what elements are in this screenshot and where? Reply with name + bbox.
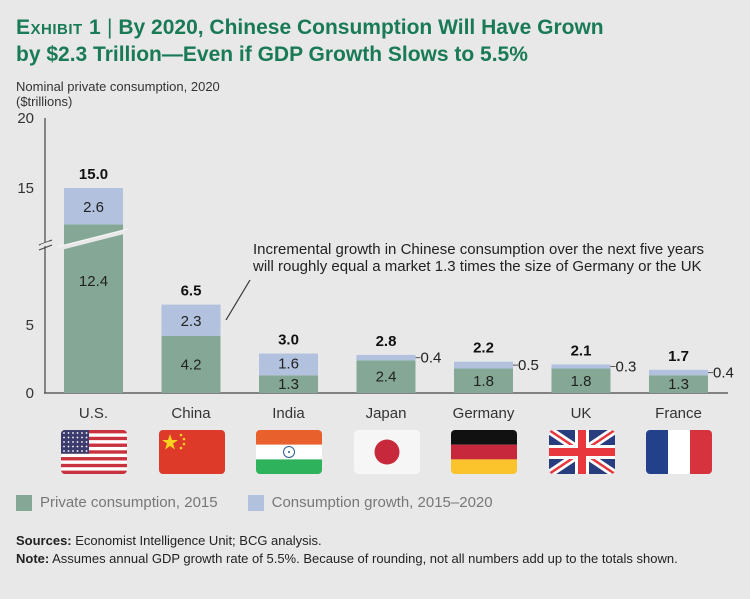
annotation-line-2: will roughly equal a market 1.3 times th…: [253, 258, 702, 275]
legend-swatch-growth: [247, 494, 264, 511]
bar-growth-uk: [551, 364, 611, 369]
title-line-1: By 2020, Chinese Consumption Will Have G…: [118, 16, 604, 39]
chart-footnotes: Sources: Economist Intelligence Unit; BC…: [16, 532, 736, 568]
y-tick-label: 20: [17, 110, 34, 127]
bar-base-japan: [356, 360, 416, 393]
y-tick-label: 15: [17, 180, 34, 197]
legend-item-growth: Consumption growth, 2015–2020: [247, 494, 493, 511]
bar-base-china: [161, 335, 221, 393]
title-line-2: by $2.3 Trillion—Even if GDP Growth Slow…: [16, 43, 528, 66]
sources-label: Sources:: [16, 533, 72, 548]
data-label-growth: 0.4: [713, 365, 734, 382]
bar-break-gap: [57, 229, 128, 251]
data-label-total: 1.7: [668, 348, 689, 365]
x-tick-label: Japan: [366, 405, 407, 422]
data-label-growth: 0.3: [616, 358, 637, 375]
x-tick-label: China: [171, 405, 211, 422]
india-flag-icon: [256, 430, 322, 474]
bar-growth-germany: [454, 361, 513, 369]
bar-base-us: [64, 224, 123, 393]
data-label-total: 15.0: [79, 166, 108, 183]
y-tick-label: 5: [26, 317, 34, 334]
legend-label-growth: Consumption growth, 2015–2020: [271, 494, 493, 511]
annotation-line-1: Incremental growth in Chinese consumptio…: [253, 241, 705, 258]
data-label-growth: 1.6: [278, 355, 299, 372]
france-flag-icon: [646, 430, 712, 474]
japan-flag-icon: [353, 430, 420, 474]
y-tick-label: 0: [26, 385, 34, 402]
data-label-growth: 2.6: [83, 199, 104, 216]
data-label-base: 1.3: [668, 376, 689, 393]
bar-growth-france: [649, 369, 708, 376]
bar-growth-india: [259, 353, 318, 376]
legend-swatch-base: [16, 494, 32, 511]
data-label-base: 2.4: [376, 369, 397, 386]
bar-growth-us: [64, 188, 123, 225]
us-flag-icon: [61, 430, 127, 474]
legend-item-base: Private consumption, 2015: [16, 494, 218, 511]
china-annotation: Incremental growth in Chinese consumptio…: [253, 241, 704, 275]
x-tick-label: U.S.: [79, 405, 108, 422]
data-label-total: 3.0: [278, 332, 299, 349]
data-label-total: 2.8: [376, 333, 397, 350]
data-label-base: 1.8: [571, 373, 592, 390]
annotation-leader-line: [225, 279, 251, 321]
exhibit-label: Exhibit 1: [16, 16, 102, 39]
germany-flag-icon: [451, 430, 517, 474]
uk-flag-icon: [548, 430, 615, 474]
data-label-growth: 0.4: [421, 350, 442, 367]
y-axis-break-mark: [38, 239, 53, 246]
x-tick-label: UK: [571, 405, 592, 422]
data-label-total: 2.2: [473, 340, 494, 357]
subtitle-line-2: ($trillions): [16, 94, 73, 109]
note-text: Assumes annual GDP growth rate of 5.5%. …: [49, 551, 678, 566]
china-flag-icon: [158, 430, 225, 474]
rounding-note: Note: Assumes annual GDP growth rate of …: [16, 550, 736, 568]
data-label-base: 1.8: [473, 373, 494, 390]
bar-base-india: [259, 375, 318, 393]
title-separator: |: [107, 16, 113, 39]
legend-label-base: Private consumption, 2015: [40, 494, 218, 511]
bar-base-germany: [454, 368, 513, 393]
data-label-growth: 2.3: [181, 313, 202, 330]
y-axis-break-gap: [40, 241, 51, 248]
note-label: Note:: [16, 551, 50, 566]
bar-growth-china: [161, 304, 221, 336]
data-label-total: 6.5: [181, 283, 202, 300]
bar-base-france: [649, 375, 708, 393]
chart-legend: Private consumption, 2015 Consumption gr…: [16, 494, 523, 511]
x-tick-label: France: [655, 405, 702, 422]
data-label-base: 12.4: [79, 273, 108, 290]
exhibit-title: Exhibit 1 | By 2020, Chinese Consumption…: [16, 14, 604, 68]
data-label-total: 2.1: [571, 342, 592, 359]
chart-subtitle: Nominal private consumption, 2020 ($tril…: [16, 79, 220, 109]
y-axis-break-mark: [38, 244, 53, 251]
sources-note: Sources: Economist Intelligence Unit; BC…: [16, 532, 736, 550]
bar-base-uk: [551, 368, 611, 393]
subtitle-line-1: Nominal private consumption, 2020: [16, 79, 220, 94]
data-label-base: 1.3: [278, 376, 299, 393]
bar-break-line: [56, 228, 129, 248]
data-label-base: 4.2: [181, 356, 202, 373]
sources-text: Economist Intelligence Unit; BCG analysi…: [71, 533, 322, 548]
bar-growth-japan: [356, 354, 416, 361]
data-label-growth: 0.5: [518, 357, 539, 374]
x-tick-label: Germany: [453, 405, 515, 422]
x-tick-label: India: [272, 405, 305, 422]
